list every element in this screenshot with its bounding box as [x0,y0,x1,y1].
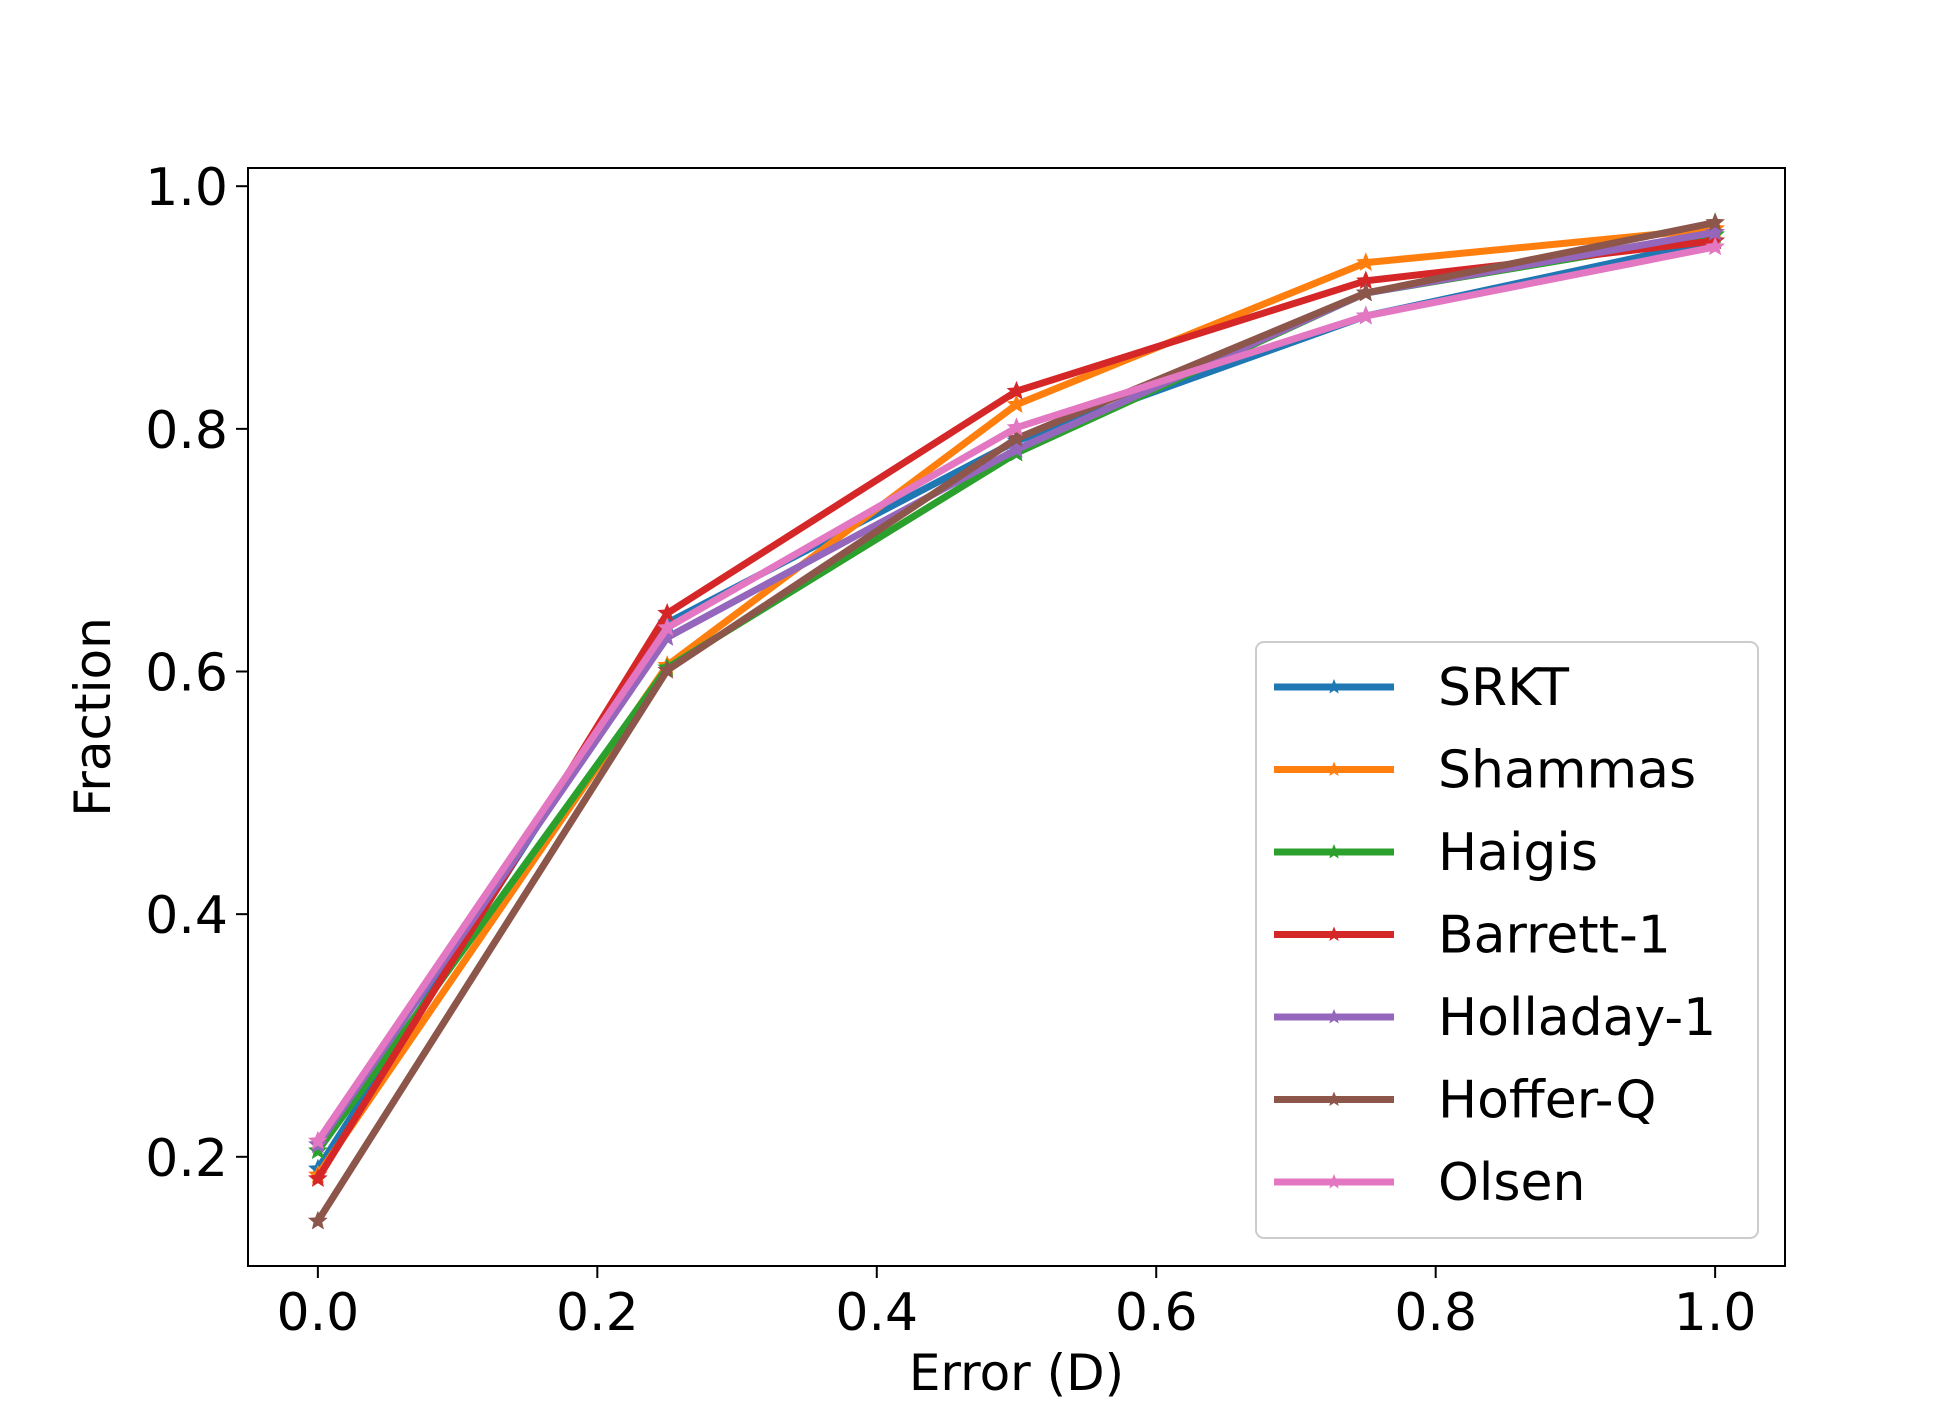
series-layer [308,212,1725,1230]
legend-box [1255,641,1759,1239]
legend-marker [1326,844,1342,859]
data-point [657,617,677,637]
legend-entry: Shammas [1274,741,1696,801]
legend-marker [1326,761,1342,776]
legend-marker [1326,679,1342,694]
x-tick-label: 0.0 [277,1283,360,1343]
data-point [1356,252,1376,271]
y-axis-ticks: 0.2 0.4 0.6 0.8 1.0 [145,158,248,1189]
legend-marker [1326,1009,1342,1024]
legend-label: Olsen [1438,1153,1585,1213]
legend-entry: Haigis [1274,823,1598,883]
legend-label: SRKT [1438,658,1569,718]
data-point [657,602,677,622]
x-axis-label: Error (D) [909,1344,1124,1402]
series-olsen [308,236,1725,1150]
legend-entry: Hoffer-Q [1274,1071,1656,1131]
legend-label: Barrett-1 [1438,906,1671,966]
y-tick-label: 0.4 [145,886,228,946]
legend-marker [1326,1091,1342,1106]
x-tick-label: 1.0 [1674,1283,1757,1343]
data-point [308,1168,328,1187]
data-point [1705,221,1725,241]
legend-label: Holladay-1 [1438,988,1716,1048]
data-point [308,1140,328,1160]
y-tick-label: 0.6 [145,644,228,704]
data-point [1705,236,1725,256]
x-axis-ticks: 0.0 0.2 0.4 0.6 0.8 1.0 [277,1266,1757,1343]
y-tick-label: 0.8 [145,401,228,461]
y-axis-label: Fraction [64,617,122,817]
legend-label: Haigis [1438,823,1598,883]
legend-label: Shammas [1438,741,1696,801]
data-point [1006,428,1027,447]
x-tick-label: 0.4 [835,1283,918,1343]
data-point [308,1210,328,1230]
legend-entry: Olsen [1274,1153,1585,1213]
x-tick-label: 0.2 [556,1283,639,1343]
legend-marker [1326,926,1342,941]
x-tick-label: 0.8 [1394,1283,1477,1343]
data-point [1705,212,1725,231]
data-point [1356,282,1376,302]
data-point [657,659,677,679]
x-tick-label: 0.6 [1115,1283,1198,1343]
legend-entry: SRKT [1274,658,1569,718]
series-hoffer-q [308,212,1725,1230]
data-point [1006,394,1027,413]
data-point [1006,417,1027,436]
legend: SRKT Shammas Haigis Barrett-1 Holladay-1 Hoff… [1255,641,1759,1239]
data-point [1356,305,1376,325]
y-tick-label: 1.0 [145,158,228,218]
legend-entry: Barrett-1 [1274,906,1671,966]
data-point [1006,380,1027,400]
legend-label: Hoffer-Q [1438,1071,1656,1131]
legend-entry: Holladay-1 [1274,988,1716,1048]
data-point [308,1130,328,1150]
plot-frame [247,167,1786,1267]
legend-marker [1326,1174,1342,1189]
y-tick-label: 0.2 [145,1129,228,1189]
